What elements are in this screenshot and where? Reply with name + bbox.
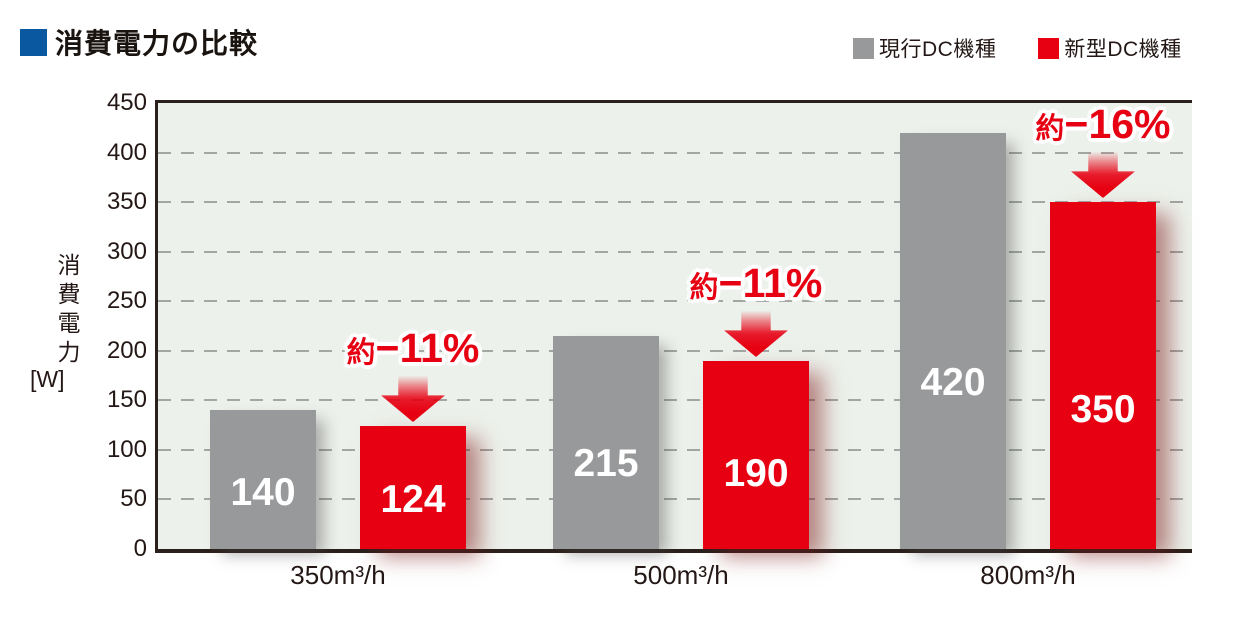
bar-current-500m³/h: 215	[553, 336, 659, 549]
x-category-label: 800m³/h	[980, 560, 1076, 590]
bar-new-350m³/h: 124	[360, 426, 466, 549]
y-tick-label-0: 0	[133, 535, 147, 562]
y-tick-label-350: 350	[106, 188, 147, 216]
bar-value-label: 350	[1070, 388, 1136, 432]
y-tick-label-400: 400	[106, 138, 147, 166]
y-axis-title: 消費電力	[54, 253, 80, 369]
reduction-value: −16%	[1064, 101, 1171, 147]
reduction-label: 約−16%	[983, 101, 1223, 148]
reduction-label: 約−11%	[293, 325, 533, 372]
x-category-label: 500m³/h	[633, 560, 729, 590]
legend-item-current-model: 現行DC機種	[853, 33, 996, 63]
bar-value-label: 420	[920, 360, 986, 404]
y-tick-label-250: 250	[106, 287, 147, 315]
y-tick-label-50: 50	[120, 485, 147, 513]
y-tick-label-300: 300	[106, 237, 147, 265]
bar-current-800m³/h: 420	[900, 133, 1006, 549]
grid-line-100	[158, 448, 1192, 451]
grid-line-250	[158, 300, 1192, 303]
grid-line-300	[158, 250, 1192, 253]
reduction-label: 約−11%	[636, 260, 876, 307]
reduction-prefix: 約	[1035, 113, 1065, 145]
bar-new-500m³/h: 190	[703, 361, 809, 549]
bar-value-label: 124	[380, 477, 446, 521]
legend-swatch-red	[1038, 37, 1060, 59]
title-square-icon	[20, 28, 47, 56]
grid-line-50	[158, 498, 1192, 501]
legend-swatch-gray	[853, 37, 874, 59]
grid-line-200	[158, 349, 1192, 352]
y-tick-label-200: 200	[106, 336, 147, 364]
bar-value-label: 190	[723, 451, 789, 495]
y-tick-label-450: 450	[106, 89, 147, 116]
reduction-arrow-icon	[381, 376, 445, 422]
chart-header: 消費電力の比較	[20, 22, 258, 62]
x-category-label: 350m³/h	[290, 560, 386, 590]
bar-value-label: 215	[573, 441, 639, 485]
bar-current-350m³/h: 140	[210, 410, 316, 549]
page-title: 消費電力の比較	[55, 28, 259, 59]
grid-line-150	[158, 399, 1192, 402]
legend: 現行DC機種 新型DC機種	[853, 33, 1182, 63]
legend-label: 新型DC機種	[1064, 38, 1182, 61]
reduction-arrow-icon	[1071, 152, 1135, 198]
reduction-value: −11%	[718, 260, 823, 306]
grid-line-400	[158, 151, 1192, 154]
y-tick-label-100: 100	[106, 435, 147, 463]
y-tick-label-150: 150	[106, 386, 147, 414]
grid-line-350	[158, 201, 1192, 204]
bar-value-label: 140	[230, 471, 296, 515]
reduction-prefix: 約	[346, 337, 376, 369]
bar-new-800m³/h: 350	[1050, 202, 1156, 549]
legend-item-new-model: 新型DC機種	[1038, 33, 1181, 63]
legend-label: 現行DC機種	[879, 38, 997, 61]
reduction-value: −11%	[375, 325, 480, 371]
y-axis-unit: [W]	[30, 366, 65, 392]
reduction-prefix: 約	[689, 272, 719, 304]
plot-area: 140 124 約−11% 215 190 約−11% 420 350 約−16%	[155, 100, 1192, 553]
